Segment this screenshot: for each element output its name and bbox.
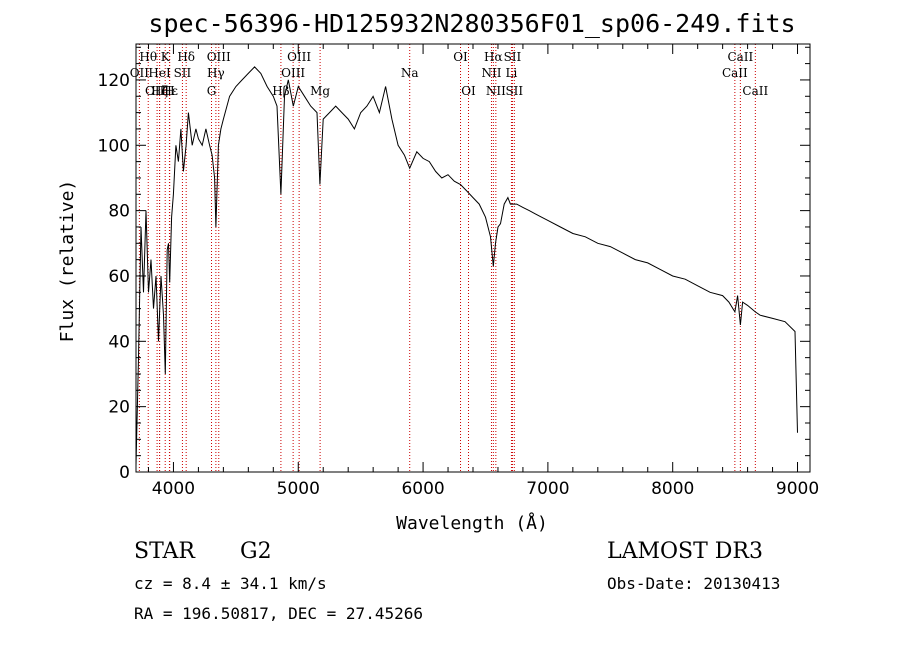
x-tick-label-3: 7000: [526, 479, 569, 499]
line-marker-label-11: Hγ: [207, 66, 225, 80]
line-marker-label-21: SII: [504, 50, 522, 64]
x-tick-label-4: 8000: [651, 479, 694, 499]
y-tick-label-6: 120: [98, 71, 130, 91]
line-marker-label-25: SII: [505, 84, 523, 98]
x-tick-label-2: 6000: [401, 479, 444, 499]
plot-frame: [135, 43, 811, 473]
line-markers: [138, 44, 756, 472]
y-tick-label-0: 0: [119, 463, 130, 483]
line-marker-label-16: Mg: [310, 84, 330, 98]
y-axis-label: Flux (relative): [57, 180, 78, 343]
line-marker-label-2: OIII: [145, 84, 169, 98]
x-tick-label-5: 9000: [776, 479, 819, 499]
line-marker-label-17: Na: [401, 66, 419, 80]
survey-name: LAMOST DR3: [607, 539, 763, 564]
y-tick-label-4: 80: [108, 202, 130, 222]
line-marker-label-13: OIII: [287, 50, 311, 64]
y-axis-ticks: 0 20 40 60 80 100 120: [98, 46, 810, 483]
object-subclass: G2: [240, 539, 272, 564]
line-marker-label-1: OII: [130, 66, 150, 80]
x-tick-label-0: 4000: [152, 479, 195, 499]
line-marker-label-12: G: [207, 84, 217, 98]
chart-title: spec-56396-HD125932N280356F01_sp06-249.f…: [148, 9, 795, 38]
line-marker-label-23: Li: [506, 66, 518, 80]
line-marker-label-5: HeI: [148, 66, 171, 80]
redshift-text: cz = 8.4 ± 34.1 km/s: [134, 574, 327, 593]
line-marker-label-6: Hε: [161, 84, 178, 98]
y-tick-label-1: 20: [108, 398, 130, 418]
obs-date-text: Obs-Date: 20130413: [607, 574, 780, 593]
line-marker-label-26: CaII: [727, 50, 753, 64]
line-marker-label-0: Hθ: [139, 50, 157, 64]
y-tick-label-5: 100: [98, 136, 130, 156]
line-marker-label-10: OIII: [207, 50, 231, 64]
x-tick-label-1: 5000: [277, 479, 320, 499]
line-marker-label-24: NII: [486, 84, 506, 98]
line-marker-label-14: OIII: [281, 66, 305, 80]
line-marker-label-9: Hδ: [177, 50, 195, 64]
line-marker-label-28: CaII: [742, 84, 768, 98]
flux-series-line: [135, 66, 798, 466]
line-marker-label-27: CaII: [722, 66, 748, 80]
line-marker-label-3: Hζ: [151, 84, 168, 98]
line-marker-label-20: Hα: [484, 50, 503, 64]
object-class: STAR: [134, 539, 196, 564]
x-axis-ticks: 4000 5000 6000 7000 8000 9000: [147, 44, 819, 499]
line-marker-label-8: SII: [174, 66, 192, 80]
coordinates-text: RA = 196.50817, DEC = 27.45266: [134, 604, 423, 623]
y-tick-label-3: 60: [108, 267, 130, 287]
line-marker-label-7: H: [164, 84, 174, 98]
y-tick-label-2: 40: [108, 332, 130, 352]
line-marker-label-4: K: [161, 50, 171, 64]
line-marker-label-18: OI: [453, 50, 468, 64]
line-marker-label-22: NII: [481, 66, 501, 80]
x-axis-label: Wavelength (Å): [396, 512, 548, 534]
line-marker-label-19: OI: [461, 84, 476, 98]
